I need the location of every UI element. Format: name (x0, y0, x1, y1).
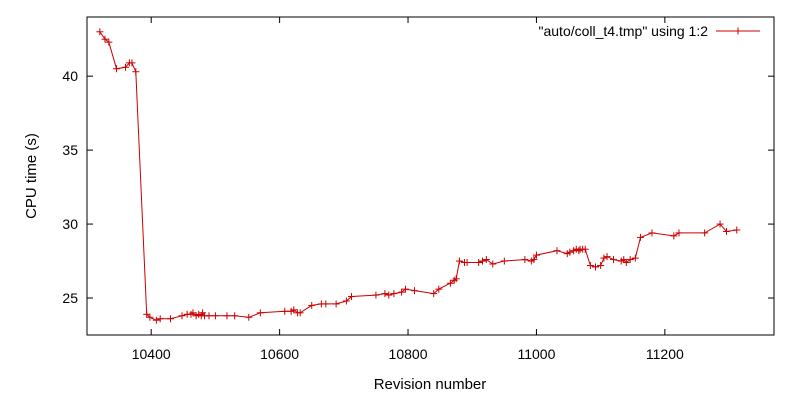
data-point (231, 312, 239, 320)
data-point (128, 59, 136, 67)
data-point (105, 38, 113, 46)
data-point (385, 291, 393, 299)
data-point (455, 257, 463, 265)
y-tick-label: 30 (62, 216, 78, 232)
data-point (156, 315, 164, 323)
data-point (372, 291, 380, 299)
data-point (101, 35, 109, 43)
data-point (152, 316, 160, 324)
y-tick-label: 40 (62, 68, 78, 84)
y-tick-label: 25 (62, 290, 78, 306)
data-point (475, 259, 483, 267)
data-point (211, 312, 219, 320)
y-axis-label: CPU time (s) (23, 133, 40, 219)
data-point (205, 312, 213, 320)
data-point (178, 312, 186, 320)
data-point (113, 65, 121, 73)
y-tick-label: 35 (62, 142, 78, 158)
data-point (322, 300, 330, 308)
data-point (332, 300, 340, 308)
data-point (132, 68, 140, 76)
data-point (675, 229, 683, 237)
data-point (452, 275, 460, 283)
legend-entry-label: "auto/coll_t4.tmp" using 1:2 (539, 23, 709, 39)
x-tick-label: 10600 (260, 346, 299, 362)
data-point (245, 313, 253, 321)
data-point (553, 247, 561, 255)
data-point (532, 251, 540, 259)
data-point (290, 306, 298, 314)
data-point (500, 257, 508, 265)
data-point (609, 256, 617, 264)
data-point (636, 233, 644, 241)
data-point (489, 260, 497, 268)
data-point (143, 310, 151, 318)
series-line (99, 31, 737, 321)
data-point (296, 309, 304, 317)
data-point (479, 257, 487, 265)
x-tick-label: 11000 (517, 346, 555, 362)
axis-ticks: 10400 10600 10800 11000 11200 25 30 35 40 (62, 17, 774, 362)
data-point (603, 253, 611, 261)
data-point (592, 263, 600, 271)
data-point (566, 248, 574, 256)
data-point (626, 256, 634, 264)
data-point (530, 256, 538, 264)
plot-frame (86, 16, 775, 336)
data-point (223, 312, 231, 320)
data-point (308, 301, 316, 309)
data-point (733, 226, 741, 234)
data-point (446, 279, 454, 287)
x-axis-label: Revision number (374, 376, 487, 393)
data-point (716, 220, 724, 228)
data-point (600, 254, 608, 262)
data-point (281, 307, 289, 315)
data-point (586, 261, 594, 269)
data-point (189, 309, 197, 317)
data-point (463, 259, 471, 267)
data-point (401, 285, 409, 293)
legend: "auto/coll_t4.tmp" using 1:2 (539, 23, 760, 39)
data-point (96, 28, 104, 36)
data-point (648, 229, 656, 237)
data-point (166, 315, 174, 323)
data-point (122, 63, 130, 71)
data-point (670, 232, 678, 240)
data-point (631, 254, 639, 262)
data-point (390, 290, 398, 298)
data-point (435, 285, 443, 293)
data-point (622, 259, 630, 267)
series-layer (96, 28, 741, 324)
x-tick-label: 10400 (132, 346, 171, 362)
data-point (187, 310, 195, 318)
data-point (482, 256, 490, 264)
data-point (581, 245, 589, 253)
data-point (348, 293, 356, 301)
legend-marker (734, 27, 742, 35)
data-point (722, 227, 730, 235)
data-point (381, 290, 389, 298)
data-point (398, 288, 406, 296)
data-point (146, 313, 154, 321)
data-point (430, 290, 438, 298)
data-point (701, 229, 709, 237)
x-tick-label: 11200 (646, 346, 684, 362)
data-point (342, 297, 350, 305)
data-point (575, 247, 583, 255)
data-point (597, 261, 605, 269)
data-point (521, 256, 529, 264)
x-tick-label: 10800 (389, 346, 428, 362)
data-point (410, 287, 418, 295)
data-point (256, 309, 264, 317)
